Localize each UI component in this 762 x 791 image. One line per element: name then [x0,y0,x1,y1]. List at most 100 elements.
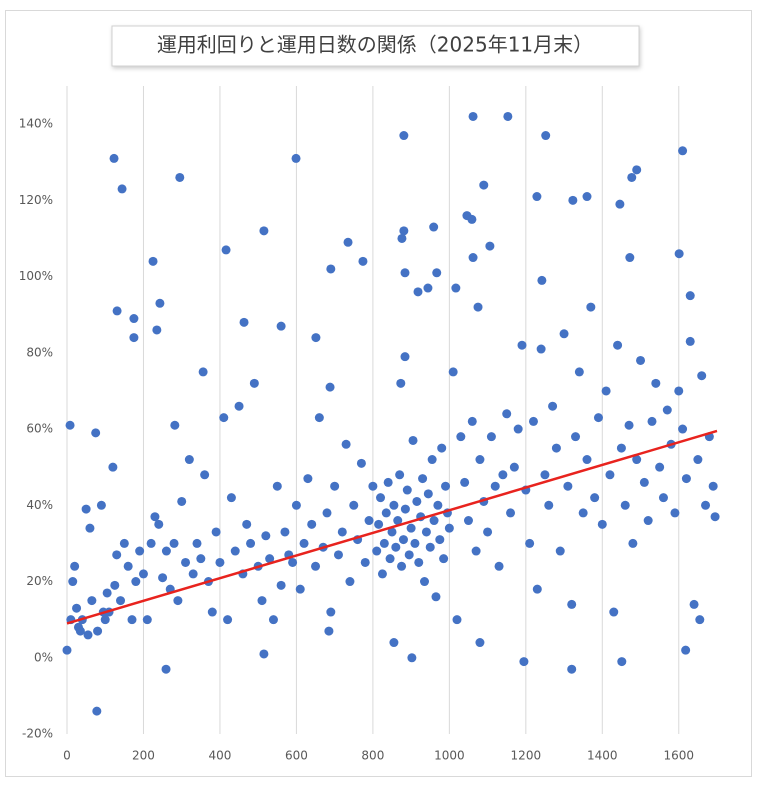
title-box [111,25,640,67]
point [651,378,661,388]
point [207,607,217,617]
chart-title: 運用利回りと運用日数の関係（2025年11月末） [157,33,593,57]
point [513,424,523,434]
point [387,527,397,537]
point [146,538,156,548]
point [678,146,688,156]
point [70,561,80,571]
point [200,470,210,480]
point [582,192,592,202]
point [479,180,489,190]
point [597,519,607,529]
point [326,264,336,274]
point [685,291,695,301]
point [670,508,680,518]
y-tick-label: 140% [19,117,53,131]
point [615,199,625,209]
point [110,580,120,590]
point [574,367,584,377]
point [170,420,180,430]
y-tick-label: 80% [26,345,53,359]
point [221,245,231,255]
point [75,626,85,636]
point [568,195,578,205]
point [456,432,466,442]
point [400,268,410,278]
point [360,557,370,567]
point [528,416,538,426]
point [423,489,433,499]
point [345,577,355,587]
point [475,455,485,465]
point [358,256,368,266]
point [485,241,495,251]
point [406,523,416,533]
point [324,626,334,636]
point [404,550,414,560]
point [662,405,672,415]
point [246,538,256,548]
point [601,386,611,396]
point [578,508,588,518]
point [429,222,439,232]
point [551,443,561,453]
point [448,367,458,377]
point [643,516,653,526]
point [506,508,516,518]
point [127,615,137,625]
point [377,569,387,579]
point [441,481,451,491]
point [593,413,603,423]
point [119,538,129,548]
point [410,538,420,548]
y-tick-label: 40% [26,498,53,512]
point [540,470,550,480]
point [311,333,321,343]
point [93,626,103,636]
point [393,516,403,526]
point [544,500,554,510]
point [435,535,445,545]
point [68,577,78,587]
point [490,481,500,491]
point [628,538,638,548]
point [356,458,366,468]
point [381,508,391,518]
point [368,481,378,491]
x-tick-label: 0 [63,749,71,763]
point [427,455,437,465]
point [655,462,665,472]
point [374,519,384,529]
point [473,302,483,312]
point [483,527,493,537]
point [685,336,695,346]
point [303,474,313,484]
point [314,413,324,423]
point [468,111,478,121]
point [135,546,145,556]
point [276,580,286,590]
point [173,596,183,606]
y-tick-label: 0% [34,650,53,664]
point [108,462,118,472]
point [307,519,317,529]
y-tick-label: 120% [19,193,53,207]
point [188,569,198,579]
point [431,592,441,602]
point [129,314,139,324]
point [636,355,646,365]
point [420,577,429,587]
point [116,596,126,606]
point [62,645,72,655]
point [452,615,462,625]
point [632,455,642,465]
point [402,485,412,495]
x-tick-label: 1600 [663,749,694,763]
point [152,325,162,335]
trendline [66,429,718,625]
point [234,401,244,411]
point [632,165,642,175]
point [519,657,529,667]
point [198,367,208,377]
